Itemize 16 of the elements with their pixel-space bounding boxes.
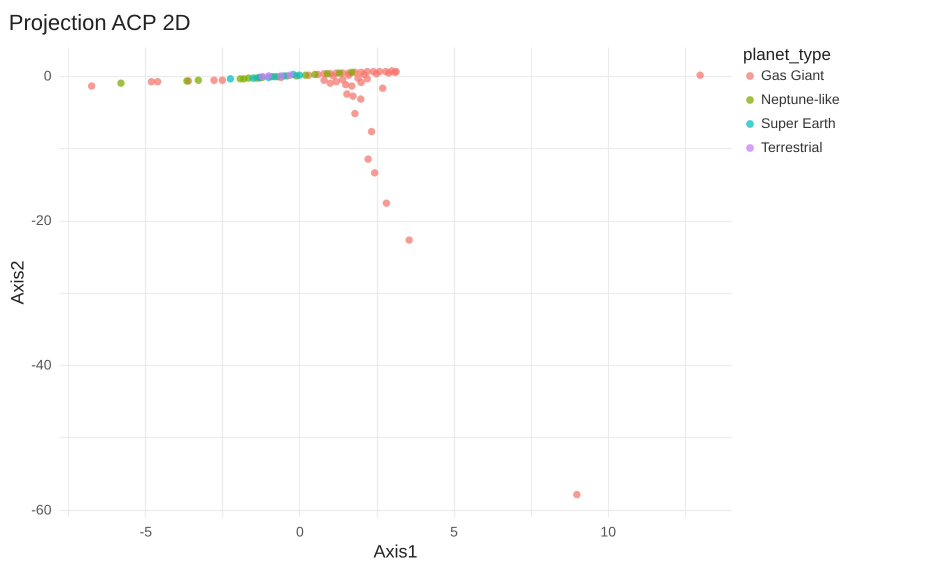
- y-tick-label: -60: [31, 501, 52, 518]
- legend-label: Super Earth: [761, 115, 836, 131]
- x-tick-label: 10: [600, 524, 616, 540]
- y-axis-title: Axis2: [7, 260, 28, 305]
- legend-label: Terrestrial: [761, 139, 822, 155]
- legend-label: Gas Giant: [761, 67, 824, 83]
- x-tick-label: 5: [450, 524, 458, 540]
- x-tick-label: 0: [296, 524, 304, 540]
- y-tick-label: 0: [44, 67, 52, 84]
- y-tick-label: -20: [31, 212, 52, 228]
- x-axis-title: Axis1: [373, 542, 418, 562]
- x-tick-label: -5: [140, 524, 152, 540]
- legend-title: planet_type: [743, 45, 831, 64]
- chart-title: Projection ACP 2D: [8, 10, 191, 35]
- y-tick-label: -40: [31, 356, 52, 373]
- legend-label: Neptune-like: [761, 91, 840, 107]
